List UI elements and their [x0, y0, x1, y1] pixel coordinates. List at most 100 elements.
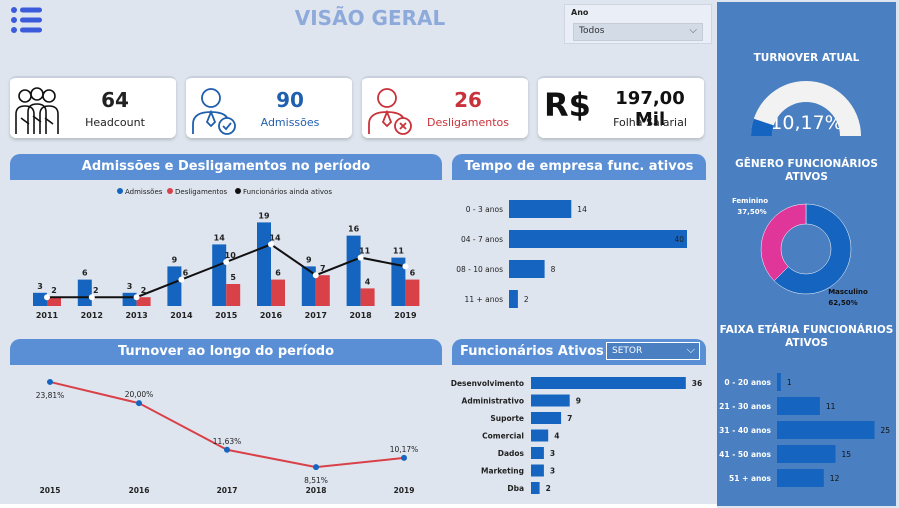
data-label-desligamentos: 2 [141, 286, 147, 295]
x-tick-label: 2016 [129, 486, 150, 495]
data-label-ativos: 11 [359, 247, 371, 256]
data-label-admissoes: 14 [214, 233, 226, 242]
bar-tempo [509, 290, 518, 308]
point-turnover [313, 464, 319, 471]
kpi-admissoes-label: Admissões [260, 116, 320, 129]
page-tabs-bar [0, 504, 717, 508]
bar-desligamentos [271, 279, 285, 306]
page-title: VISÃO GERAL [294, 6, 446, 30]
bar-desligamentos [360, 288, 375, 306]
bar-admissoes [391, 257, 406, 306]
point-ativos [357, 254, 364, 261]
bar-setor [531, 447, 544, 459]
data-label-admissoes: 9 [306, 255, 312, 264]
point-turnover [47, 378, 53, 385]
y-tick-label: Suporte [490, 414, 524, 423]
year-filter-value: Todos [579, 26, 605, 36]
data-label-admissoes: 6 [82, 269, 88, 278]
data-label-setor: 7 [567, 414, 572, 423]
x-tick-label: 2018 [306, 486, 327, 495]
y-tick-label: Administrativo [462, 397, 524, 406]
data-label-ativos: 6 [183, 269, 189, 278]
x-tick-label: 2013 [125, 311, 147, 320]
legend-label: Funcionários ainda ativos [243, 188, 332, 196]
data-label-faixa: 1 [787, 378, 792, 387]
data-label-admissoes: 3 [127, 282, 133, 291]
year-filter-select[interactable]: Todos ⌵ [573, 23, 703, 41]
genero-title-line2: ATIVOS [785, 171, 828, 183]
bar-desligamentos [405, 279, 420, 306]
data-label-tempo: 14 [577, 205, 587, 214]
y-tick-label: Dba [507, 484, 524, 493]
data-label-faixa: 15 [842, 450, 852, 459]
data-label-desligamentos: 7 [320, 264, 326, 273]
legend-marker [235, 188, 241, 194]
y-tick-label: 08 - 10 anos [456, 265, 503, 274]
bar-admissoes [212, 244, 227, 306]
bar-admissoes [33, 292, 47, 306]
point-ativos [268, 241, 274, 248]
bar-setor [531, 412, 562, 424]
bar-desligamentos [315, 275, 330, 306]
y-tick-label: 0 - 3 anos [466, 205, 503, 214]
setor-select[interactable]: SETOR ⌵ [606, 342, 700, 360]
bar-faixa [777, 421, 875, 439]
point-ativos [88, 294, 95, 301]
data-label-setor: 9 [576, 397, 581, 406]
person-remove-icon [368, 88, 412, 135]
turnover-atual-value: 10,17% [770, 112, 843, 134]
bar-admissoes [257, 222, 271, 306]
kpi-folha-label: Folha Salarial [613, 116, 687, 129]
data-label-faixa: 11 [826, 402, 836, 411]
data-label-ativos: 14 [269, 233, 281, 242]
data-label-desligamentos: 2 [51, 286, 57, 295]
data-label-tempo: 8 [551, 265, 556, 274]
data-label-turnover: 23,81% [36, 391, 65, 400]
x-tick-label: 2012 [81, 311, 103, 320]
donut-label-name: Feminino [732, 197, 768, 205]
menu-icon[interactable] [10, 6, 44, 34]
data-label-setor: 3 [550, 449, 555, 458]
point-ativos [223, 259, 230, 265]
data-label-desligamentos: 6 [410, 269, 416, 278]
y-tick-label: 11 + anos [465, 295, 504, 304]
x-tick-label: 2011 [36, 311, 59, 320]
y-tick-label: 51 + anos [729, 474, 771, 483]
legend-label: Admissões [125, 188, 163, 196]
x-tick-label: 2019 [394, 486, 415, 495]
x-tick-label: 2017 [305, 311, 327, 320]
data-label-setor: 36 [692, 379, 702, 388]
data-label-turnover: 8,51% [304, 476, 328, 485]
data-label-faixa: 12 [830, 474, 840, 483]
people-group-icon [15, 87, 59, 134]
y-tick-label: Desenvolvimento [451, 379, 524, 388]
point-turnover [136, 400, 142, 407]
bar-setor [531, 429, 549, 442]
data-label-turnover: 11,63% [213, 437, 242, 446]
x-tick-label: 2015 [40, 486, 61, 495]
bar-admissoes [346, 235, 361, 306]
chevron-down-icon: ⌵ [689, 25, 697, 36]
data-label-admissoes: 3 [37, 282, 43, 291]
bar-faixa [777, 469, 824, 487]
data-label-admissoes: 9 [172, 255, 178, 264]
bar-setor [531, 464, 544, 477]
tempo-empresa-header: Tempo de empresa func. ativos [452, 154, 706, 180]
gauge-fill [751, 118, 774, 136]
setor-header-label: Funcionários Ativos por [460, 344, 633, 359]
data-label-turnover: 10,17% [390, 445, 419, 454]
data-label-setor: 2 [546, 484, 551, 493]
legend-label: Desligamentos [175, 188, 228, 196]
point-ativos [133, 294, 140, 301]
faixa-title-line1: FAIXA ETÁRIA FUNCIONÁRIOS [719, 324, 894, 336]
point-turnover [401, 454, 407, 461]
bar-faixa [777, 397, 820, 415]
data-label-tempo: 2 [524, 295, 529, 304]
kpi-admissoes-value: 90 [276, 88, 304, 112]
data-label-setor: 3 [550, 467, 555, 476]
kpi-desligamentos-value: 26 [454, 88, 482, 112]
gauge-track [751, 81, 861, 136]
data-label-tempo: 40 [674, 235, 684, 244]
donut-slice [760, 203, 807, 282]
